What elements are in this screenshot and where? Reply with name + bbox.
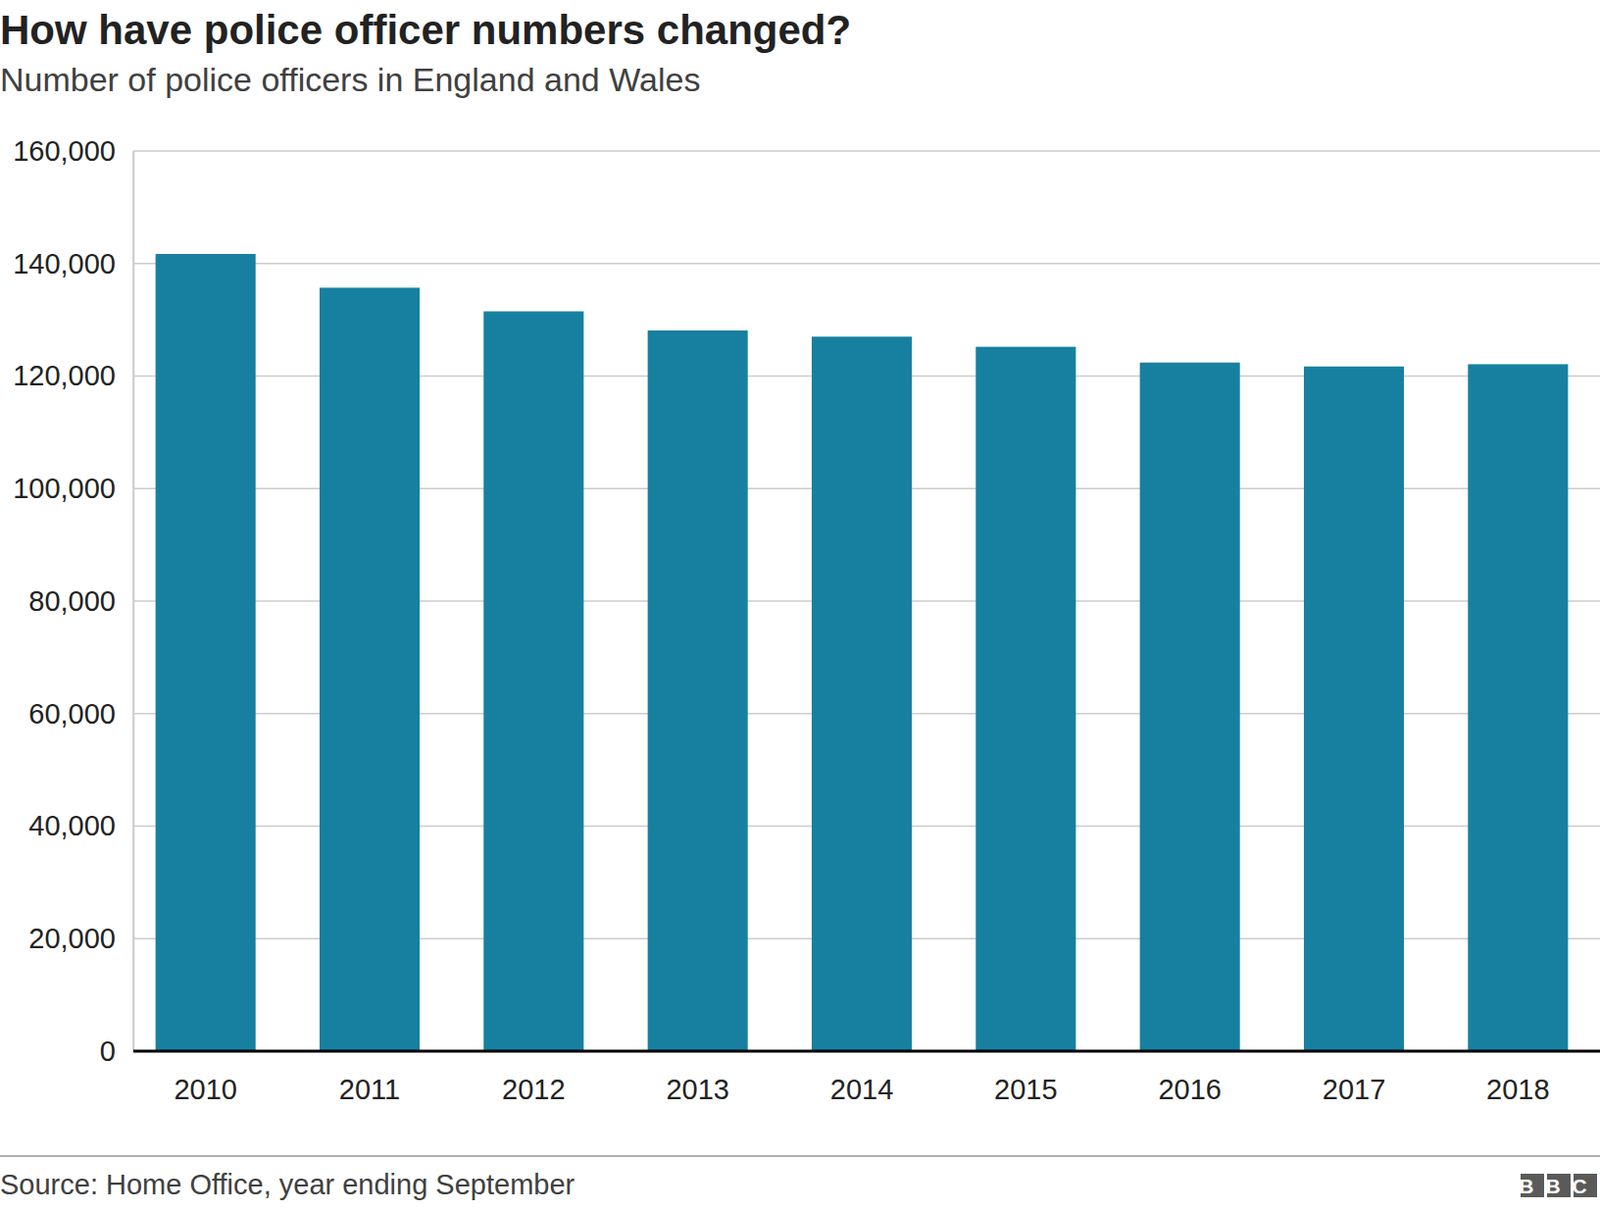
x-tick: 2017 <box>1322 1050 1387 1105</box>
bar <box>155 253 256 1051</box>
x-tick: 2011 <box>339 1050 400 1105</box>
y-tick: 60,000 <box>28 698 134 730</box>
bar <box>975 347 1076 1051</box>
x-tick-label: 2010 <box>173 1073 238 1105</box>
x-tick-label: 2015 <box>994 1073 1058 1105</box>
x-tick-label: 2018 <box>1486 1073 1550 1105</box>
bar <box>1467 363 1568 1051</box>
source: Source: Home Office, year ending Septemb… <box>0 1168 576 1200</box>
bar <box>811 336 912 1051</box>
y-tick-label: 20,000 <box>28 922 116 954</box>
x-axis-line <box>133 1050 1600 1053</box>
y-tick: 120,000 <box>12 359 134 392</box>
y-axis: 0 20,000 40,000 60,000 80,000 100,000 120,000 1… <box>12 135 134 1067</box>
logo-text: BBC <box>1518 1174 1600 1198</box>
y-tick: 0 <box>100 1035 134 1067</box>
x-tick: 2012 <box>501 1050 566 1105</box>
y-axis-line <box>133 151 136 1052</box>
y-tick: 140,000 <box>12 248 134 280</box>
x-tick-label: 2012 <box>501 1073 566 1105</box>
x-tick-label: 2011 <box>339 1073 400 1105</box>
y-tick-label: 80,000 <box>28 585 116 617</box>
title: How have police officer numbers changed? <box>0 6 851 53</box>
grid-line <box>133 262 1600 265</box>
logo: BBC <box>1518 1173 1600 1198</box>
bar <box>648 330 749 1051</box>
subtitle: Number of police officers in England and… <box>0 60 700 99</box>
x-axis: 2010 2011 2012 2013 2014 2015 2016 2017 2018 <box>173 1050 1550 1105</box>
y-tick: 100,000 <box>12 472 134 504</box>
y-tick: 80,000 <box>28 585 134 617</box>
chart: How have police officer numbers changed?… <box>0 0 1600 1210</box>
bar <box>1303 366 1404 1051</box>
x-tick: 2015 <box>994 1050 1058 1105</box>
grid <box>133 150 1600 1051</box>
grid-line <box>133 150 1600 152</box>
y-tick-label: 40,000 <box>28 809 116 842</box>
y-tick-label: 100,000 <box>12 472 116 504</box>
y-tick: 40,000 <box>28 809 134 842</box>
x-tick-label: 2017 <box>1322 1073 1387 1105</box>
x-tick-label: 2016 <box>1157 1073 1222 1105</box>
y-tick-label: 140,000 <box>12 248 116 280</box>
y-tick-label: 0 <box>100 1035 116 1067</box>
y-tick: 20,000 <box>28 922 134 954</box>
x-tick-label: 2014 <box>830 1073 895 1105</box>
x-tick: 2016 <box>1157 1050 1222 1105</box>
x-tick: 2018 <box>1486 1050 1550 1105</box>
bar <box>1140 362 1241 1051</box>
x-tick: 2010 <box>173 1050 238 1105</box>
x-tick: 2013 <box>665 1050 730 1105</box>
bar <box>319 287 420 1051</box>
grid-line <box>133 1050 1600 1052</box>
footer-rule <box>0 1154 1600 1157</box>
y-tick-label: 160,000 <box>12 135 116 167</box>
x-tick: 2014 <box>830 1050 895 1105</box>
bars <box>155 253 1569 1051</box>
y-tick-label: 60,000 <box>28 698 116 730</box>
y-tick: 160,000 <box>12 135 134 167</box>
x-tick-label: 2013 <box>665 1073 730 1105</box>
y-tick-label: 120,000 <box>12 359 116 392</box>
bar <box>483 311 584 1051</box>
plot-frame <box>132 150 135 1051</box>
